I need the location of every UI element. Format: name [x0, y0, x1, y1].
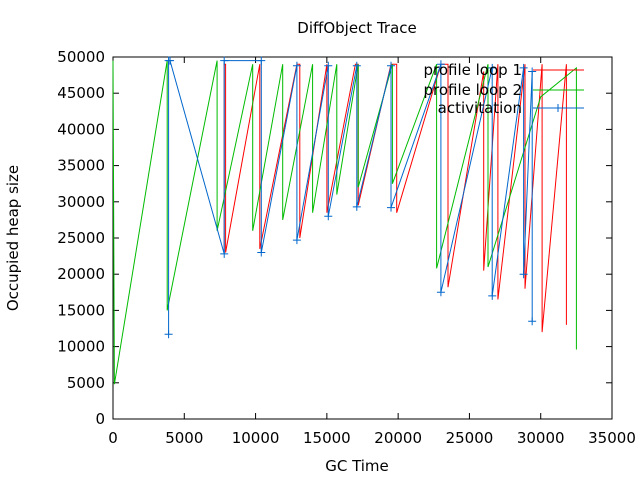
data-point [324, 61, 333, 70]
data-point [519, 270, 528, 279]
data-point [488, 291, 497, 300]
legend-label: profile loop 1 [423, 61, 522, 79]
data-point [220, 249, 229, 258]
y-tick-label: 20000 [57, 265, 105, 283]
data-point [528, 67, 537, 76]
legend-label: profile loop 2 [423, 81, 522, 99]
y-axis: 0 5000 10000 15000 20000 25000 30000 35000 40000… [57, 48, 612, 428]
y-tick-label: 15000 [57, 301, 105, 319]
legend-marker [554, 104, 562, 112]
data-point [257, 56, 266, 65]
data-point [164, 330, 173, 339]
plot-border [112, 56, 613, 420]
data-point [436, 288, 445, 297]
data-point [166, 56, 175, 65]
x-tick-label: 20000 [374, 429, 422, 447]
x-tick-label: 10000 [232, 429, 280, 447]
x-tick-label: 5000 [165, 429, 203, 447]
data-point [352, 202, 361, 211]
data-point [292, 61, 301, 70]
y-tick-label: 0 [95, 410, 105, 428]
data-point [519, 63, 528, 72]
data-point [436, 60, 445, 69]
x-axis-title: GC Time [325, 457, 389, 475]
data-point [352, 61, 361, 70]
x-tick-label: 30000 [517, 429, 565, 447]
series-line-1 [223, 63, 567, 333]
data-point [387, 203, 396, 212]
y-tick-label: 10000 [57, 338, 105, 356]
data-point [387, 61, 396, 70]
y-tick-label: 25000 [57, 229, 105, 247]
data-point [220, 56, 229, 65]
y-tick-label: 50000 [57, 48, 105, 66]
data-point [324, 212, 333, 221]
x-tick-label: 25000 [446, 429, 494, 447]
plot-frame [112, 56, 613, 420]
legend-label: activitation [438, 99, 522, 117]
x-tick-label: 15000 [303, 429, 351, 447]
data-point [528, 317, 537, 326]
series-line-2 [112, 60, 577, 385]
chart-title: DiffObject Trace [297, 19, 416, 37]
series-layer [112, 56, 577, 385]
data-point [292, 236, 301, 245]
y-tick-label: 30000 [57, 193, 105, 211]
y-tick-label: 35000 [57, 157, 105, 175]
y-tick-label: 5000 [67, 374, 105, 392]
y-axis-title: Occupied heap size [4, 165, 22, 311]
y-tick-label: 40000 [57, 120, 105, 138]
x-tick-label: 35000 [588, 429, 636, 447]
data-point [488, 63, 497, 72]
y-tick-label: 45000 [57, 84, 105, 102]
x-axis: 0 5000 10000 15000 20000 25000 30000 35000 [108, 57, 636, 447]
x-tick-label: 0 [108, 429, 118, 447]
data-point [257, 248, 266, 257]
